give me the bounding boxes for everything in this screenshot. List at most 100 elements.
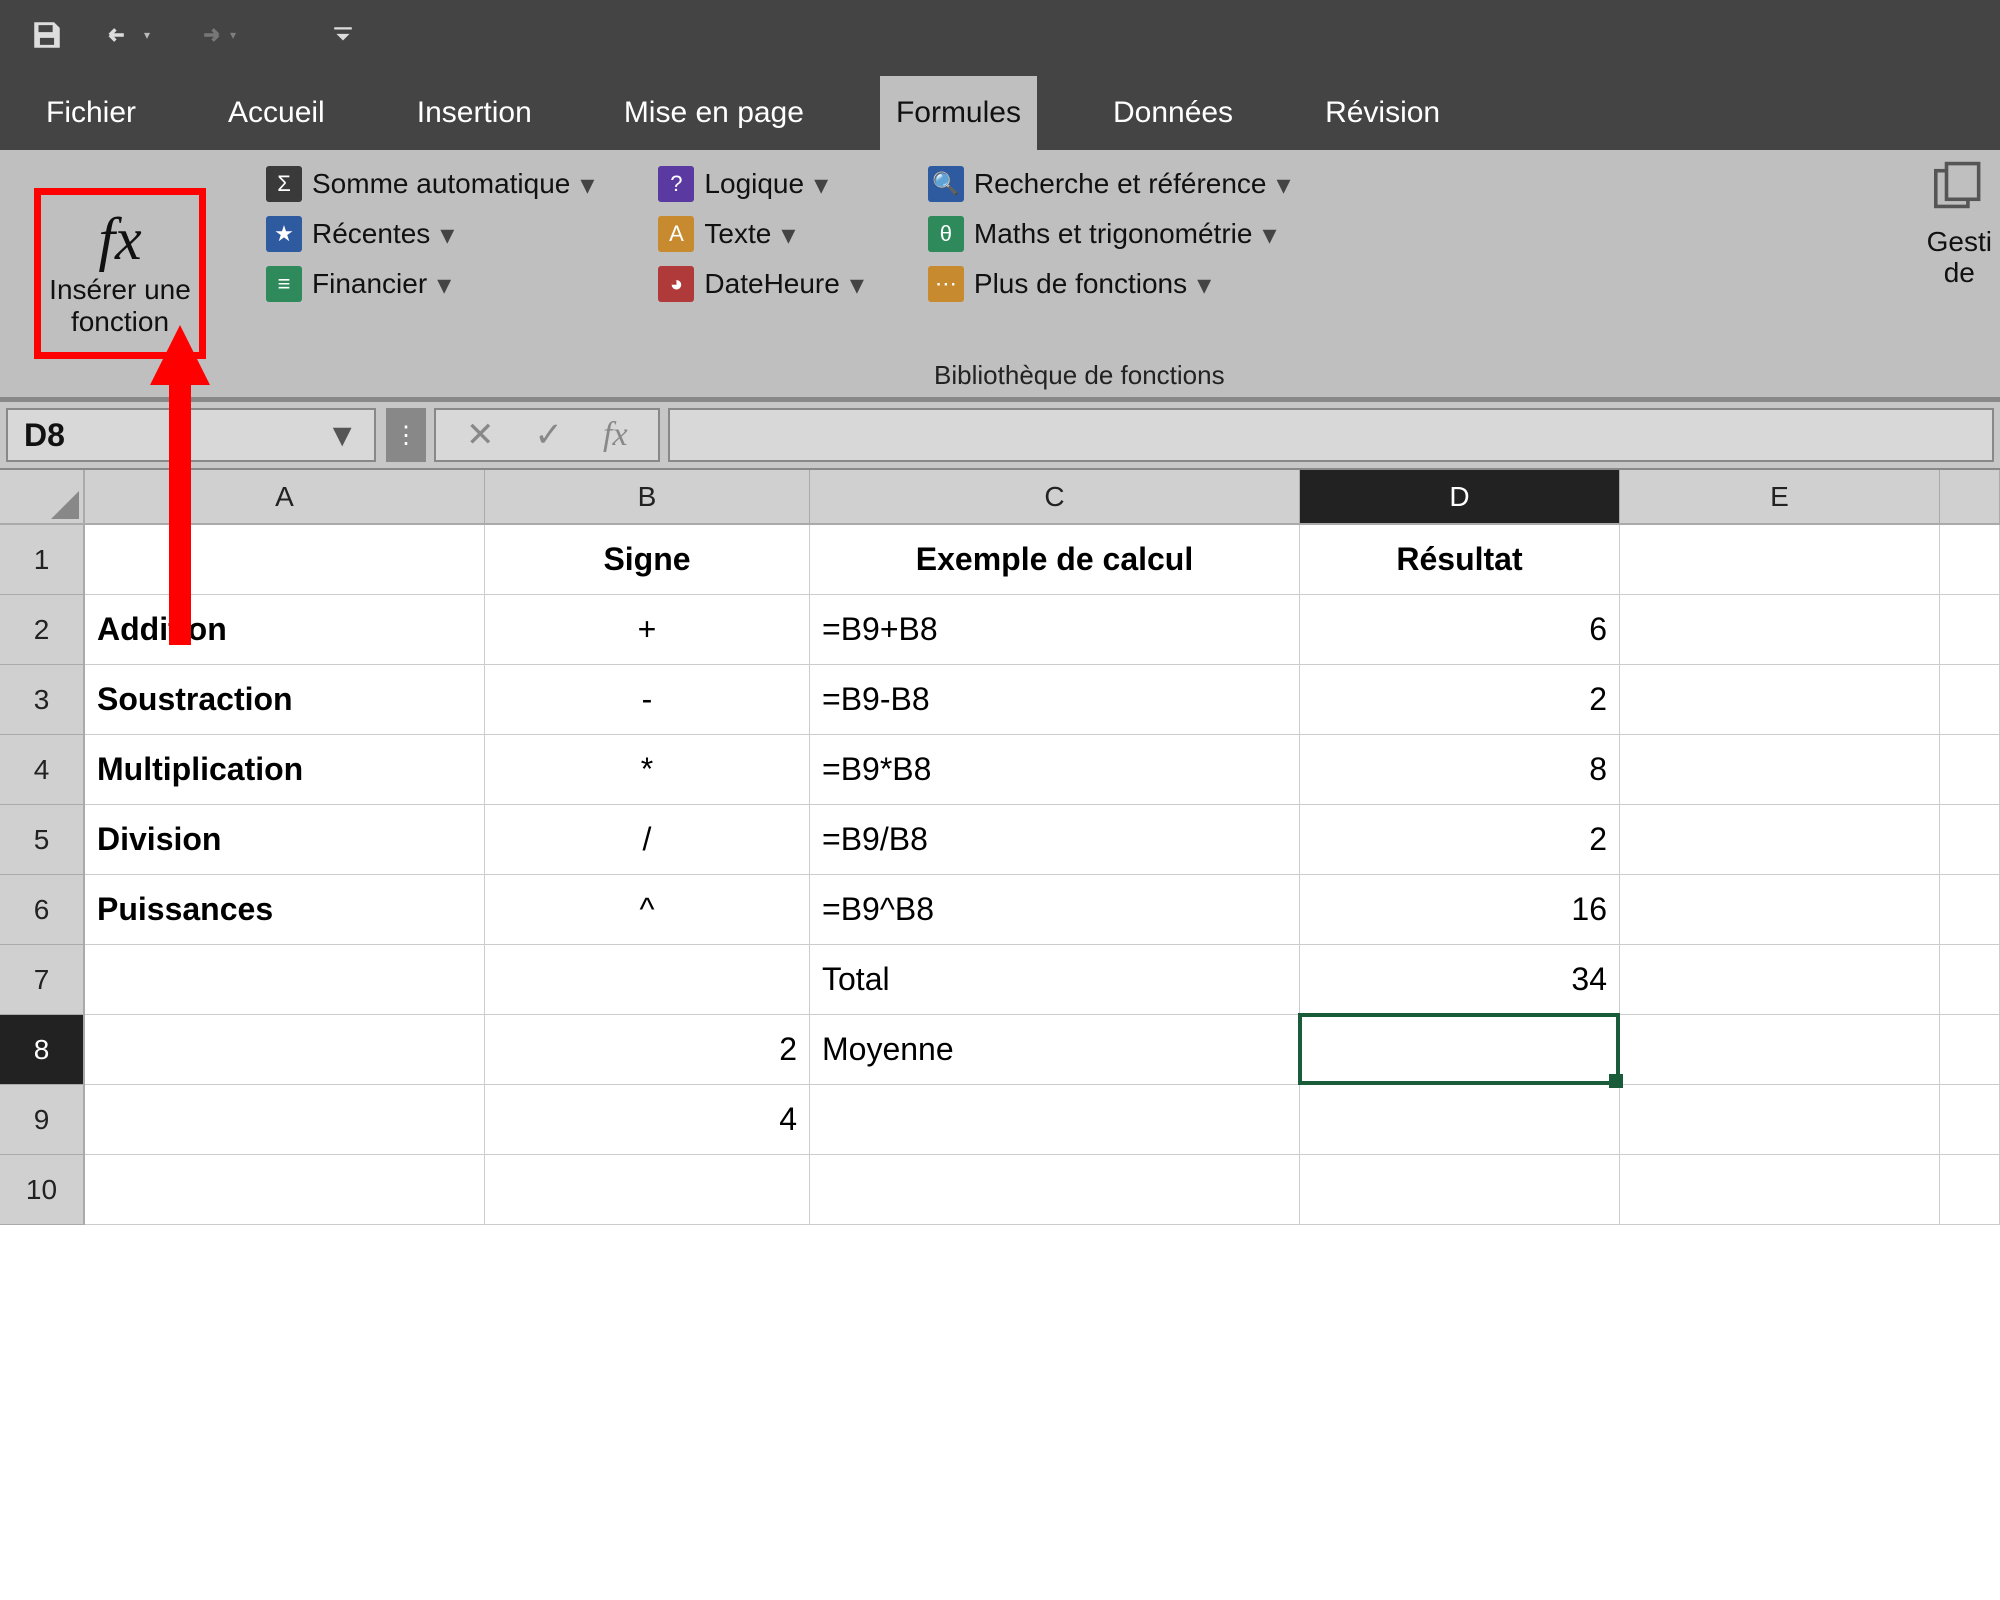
tab-donnees[interactable]: Données — [1097, 76, 1249, 150]
ribbon-texte-button[interactable]: ATexte ▾ — [656, 212, 865, 256]
cell-E4[interactable] — [1620, 735, 1940, 805]
row-header-8[interactable]: 8 — [0, 1015, 85, 1085]
column-header-E[interactable]: E — [1620, 470, 1940, 525]
cell-A5[interactable]: Division — [85, 805, 485, 875]
undo-button[interactable]: ▾ — [104, 21, 150, 49]
column-header-extra[interactable] — [1940, 470, 2000, 525]
cell-E8[interactable] — [1620, 1015, 1940, 1085]
cancel-formula-button[interactable]: ✕ — [466, 415, 495, 455]
cell-E2[interactable] — [1620, 595, 1940, 665]
cell-B5[interactable]: / — [485, 805, 810, 875]
cell-B4[interactable]: * — [485, 735, 810, 805]
row-header-3[interactable]: 3 — [0, 665, 85, 735]
cell-F8[interactable] — [1940, 1015, 2000, 1085]
cell-F5[interactable] — [1940, 805, 2000, 875]
cell-F10[interactable] — [1940, 1155, 2000, 1225]
cell-D3[interactable]: 2 — [1300, 665, 1620, 735]
tab-insertion[interactable]: Insertion — [401, 76, 548, 150]
accept-formula-button[interactable]: ✓ — [535, 415, 564, 455]
cell-B6[interactable]: ^ — [485, 875, 810, 945]
cell-A3[interactable]: Soustraction — [85, 665, 485, 735]
cell-C7[interactable]: Total — [810, 945, 1300, 1015]
cell-E9[interactable] — [1620, 1085, 1940, 1155]
row-header-10[interactable]: 10 — [0, 1155, 85, 1225]
cell-F1[interactable] — [1940, 525, 2000, 595]
cell-B3[interactable]: - — [485, 665, 810, 735]
tab-formules[interactable]: Formules — [880, 76, 1037, 150]
cell-E5[interactable] — [1620, 805, 1940, 875]
cell-A7[interactable] — [85, 945, 485, 1015]
ribbon-plus-de-fonctions-button[interactable]: ⋯Plus de fonctions ▾ — [926, 262, 1293, 306]
cell-C3[interactable]: =B9-B8 — [810, 665, 1300, 735]
cell-A9[interactable] — [85, 1085, 485, 1155]
cell-C2[interactable]: =B9+B8 — [810, 595, 1300, 665]
cell-F3[interactable] — [1940, 665, 2000, 735]
column-header-C[interactable]: C — [810, 470, 1300, 525]
cell-E1[interactable] — [1620, 525, 1940, 595]
cell-D10[interactable] — [1300, 1155, 1620, 1225]
cell-B10[interactable] — [485, 1155, 810, 1225]
cell-C6[interactable]: =B9^B8 — [810, 875, 1300, 945]
column-header-B[interactable]: B — [485, 470, 810, 525]
cell-C1[interactable]: Exemple de calcul — [810, 525, 1300, 595]
cell-D6[interactable]: 16 — [1300, 875, 1620, 945]
cell-A10[interactable] — [85, 1155, 485, 1225]
cell-C5[interactable]: =B9/B8 — [810, 805, 1300, 875]
ribbon-dateheure-button[interactable]: ◕DateHeure ▾ — [656, 262, 865, 306]
ribbon-logique-button[interactable]: ?Logique ▾ — [656, 162, 865, 206]
customize-qat-button[interactable] — [332, 24, 354, 46]
ribbon-r-centes-button[interactable]: ★Récentes ▾ — [264, 212, 596, 256]
chevron-down-icon[interactable]: ▼ — [326, 417, 358, 454]
name-manager-button[interactable]: Gestide — [1919, 150, 2000, 397]
cell-C4[interactable]: =B9*B8 — [810, 735, 1300, 805]
ribbon-maths-et-trigonom-trie-button[interactable]: θMaths et trigonométrie ▾ — [926, 212, 1293, 256]
cell-C10[interactable] — [810, 1155, 1300, 1225]
cell-D9[interactable] — [1300, 1085, 1620, 1155]
tab-fichier[interactable]: Fichier — [30, 76, 152, 150]
cell-F9[interactable] — [1940, 1085, 2000, 1155]
tab-accueil[interactable]: Accueil — [212, 76, 341, 150]
cell-D4[interactable]: 8 — [1300, 735, 1620, 805]
cell-B1[interactable]: Signe — [485, 525, 810, 595]
row-header-4[interactable]: 4 — [0, 735, 85, 805]
ribbon-somme-automatique-button[interactable]: ΣSomme automatique ▾ — [264, 162, 596, 206]
cell-B9[interactable]: 4 — [485, 1085, 810, 1155]
cells-area[interactable]: SigneExemple de calculRésultatAddition+=… — [85, 525, 2000, 1225]
cell-D2[interactable]: 6 — [1300, 595, 1620, 665]
cell-D8[interactable] — [1300, 1015, 1620, 1085]
row-header-6[interactable]: 6 — [0, 875, 85, 945]
cell-B2[interactable]: + — [485, 595, 810, 665]
cell-D1[interactable]: Résultat — [1300, 525, 1620, 595]
tab-mise-en-page[interactable]: Mise en page — [608, 76, 820, 150]
cell-A8[interactable] — [85, 1015, 485, 1085]
cell-E3[interactable] — [1620, 665, 1940, 735]
row-header-5[interactable]: 5 — [0, 805, 85, 875]
cell-A4[interactable]: Multiplication — [85, 735, 485, 805]
cell-B7[interactable] — [485, 945, 810, 1015]
cell-F4[interactable] — [1940, 735, 2000, 805]
cell-F6[interactable] — [1940, 875, 2000, 945]
save-button[interactable] — [30, 18, 64, 52]
cell-E7[interactable] — [1620, 945, 1940, 1015]
formula-input[interactable] — [668, 408, 1994, 462]
column-header-D[interactable]: D — [1300, 470, 1620, 525]
row-header-9[interactable]: 9 — [0, 1085, 85, 1155]
cell-C9[interactable] — [810, 1085, 1300, 1155]
tab-revision[interactable]: Révision — [1309, 76, 1456, 150]
ribbon-financier-button[interactable]: ≡Financier ▾ — [264, 262, 596, 306]
cell-D5[interactable]: 2 — [1300, 805, 1620, 875]
cell-D7[interactable]: 34 — [1300, 945, 1620, 1015]
row-header-2[interactable]: 2 — [0, 595, 85, 665]
row-header-1[interactable]: 1 — [0, 525, 85, 595]
cell-F7[interactable] — [1940, 945, 2000, 1015]
cell-C8[interactable]: Moyenne — [810, 1015, 1300, 1085]
cell-F2[interactable] — [1940, 595, 2000, 665]
cell-A6[interactable]: Puissances — [85, 875, 485, 945]
row-header-7[interactable]: 7 — [0, 945, 85, 1015]
cell-E6[interactable] — [1620, 875, 1940, 945]
select-all-corner[interactable] — [0, 470, 85, 525]
redo-button[interactable]: ▾ — [190, 21, 236, 49]
ribbon-recherche-et-r-f-rence-button[interactable]: 🔍Recherche et référence ▾ — [926, 162, 1293, 206]
cell-E10[interactable] — [1620, 1155, 1940, 1225]
fx-button[interactable]: fx — [603, 416, 628, 454]
